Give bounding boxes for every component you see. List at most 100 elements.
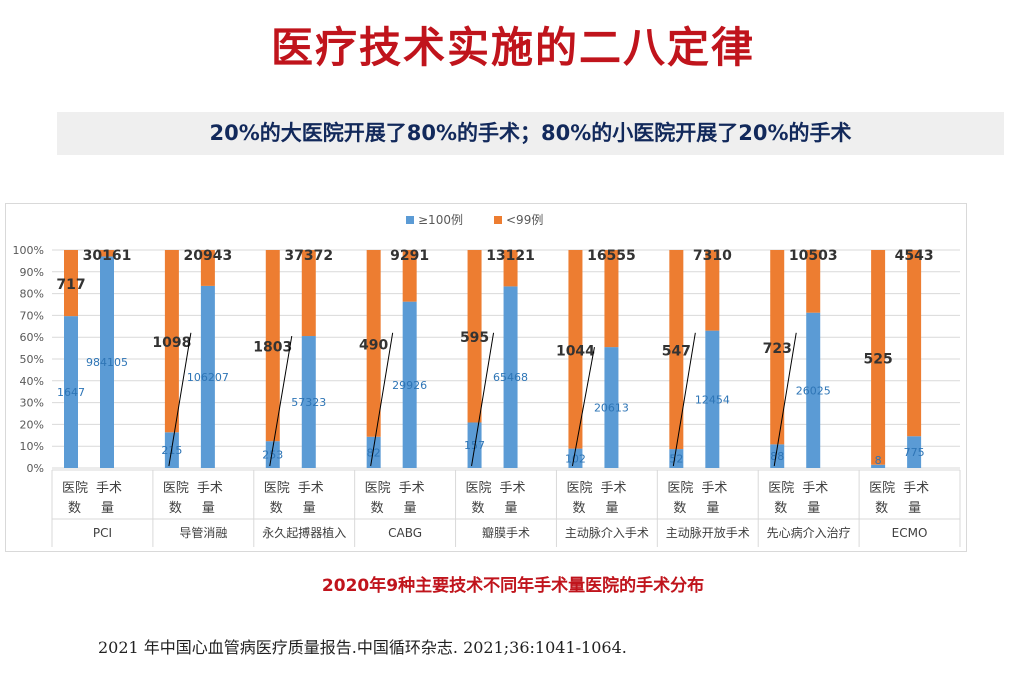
bar-category-label: 手术 (197, 481, 223, 496)
bar-category-label: 量 (706, 501, 719, 516)
data-label-large: 8 (875, 454, 882, 467)
bar-segment-small (503, 250, 518, 287)
bar-category-label: 数 (774, 501, 787, 516)
bar-segment-large (200, 285, 215, 468)
bar-segment-small (705, 250, 720, 331)
data-label-large: 26025 (796, 384, 831, 397)
data-label-small: 4543 (895, 248, 934, 264)
data-label-large: 106207 (187, 371, 229, 384)
bar-category-label: 数 (572, 501, 585, 516)
legend-label: ≥100例 (418, 213, 463, 227)
bar-segment-large (907, 436, 922, 468)
data-label-small: 1098 (152, 335, 191, 351)
data-label-small: 7310 (693, 248, 732, 264)
bar-segment-small (907, 250, 922, 437)
bar-segment-large (366, 436, 381, 468)
y-tick-label: 60% (20, 331, 44, 344)
bar-segment-small (402, 250, 417, 302)
category-label: 主动脉开放手术 (666, 525, 750, 540)
data-label-large: 20613 (594, 402, 629, 415)
bar-category-label: 量 (807, 501, 820, 516)
bar-segment-large (503, 286, 518, 468)
legend-swatch-orange (494, 216, 502, 224)
y-tick-label: 90% (20, 266, 44, 279)
data-label-large: 82 (367, 446, 381, 459)
bar-segment-small (806, 250, 821, 313)
bar-segment-small (669, 250, 684, 450)
bar-segment-large (301, 336, 316, 468)
chart-caption: 2020年9种主要技术不同年手术量医院的手术分布 (321, 576, 705, 596)
category-label: 导管消融 (179, 525, 227, 540)
bar-category-label: 量 (908, 501, 921, 516)
bar-segment-large (705, 330, 720, 468)
bar-segment-small (366, 250, 381, 437)
bar-segment-large (100, 256, 114, 468)
y-tick-label: 40% (20, 375, 44, 388)
annotation-line (168, 332, 192, 467)
data-label-large: 775 (904, 446, 925, 459)
bar-segment-small (604, 250, 619, 348)
bar-segment-large (402, 301, 417, 468)
data-label-small: 525 (863, 351, 892, 367)
data-label-large: 29926 (392, 379, 427, 392)
data-label-small: 547 (662, 344, 691, 360)
data-label-large: 102 (565, 452, 586, 465)
y-tick-label: 0% (27, 462, 44, 475)
bar-segment-large (806, 312, 821, 468)
data-label-large: 57323 (291, 396, 326, 409)
bar-segment-small (164, 250, 179, 433)
annotation-line (471, 332, 495, 467)
bar-segment-small (200, 250, 215, 286)
data-label-small: 37372 (284, 248, 333, 264)
category-label: 永久起搏器植入 (262, 525, 346, 540)
category-label: 主动脉介入手术 (565, 525, 649, 540)
bar-category-label: 医院 (466, 481, 492, 496)
data-label-small: 595 (460, 330, 489, 346)
bar-category-label: 医院 (365, 481, 391, 496)
category-label: CABG (388, 526, 422, 540)
bar-segment-small (467, 250, 482, 423)
bar-category-label: 量 (202, 501, 215, 516)
bar-category-label: 数 (270, 501, 283, 516)
bar-category-label: 医院 (869, 481, 895, 496)
bar-category-label: 手术 (96, 481, 122, 496)
bar-category-label: 量 (605, 501, 618, 516)
bar-category-label: 手术 (298, 481, 324, 496)
data-label-small: 490 (359, 337, 388, 353)
bar-category-label: 医院 (566, 481, 592, 496)
bar-segment-small (301, 250, 316, 337)
annotation-line (672, 332, 696, 467)
y-tick-label: 20% (20, 418, 44, 431)
bar-category-label: 医院 (264, 481, 290, 496)
citation: 2021 年中国心血管病医疗质量报告.中国循环杂志. 2021;36:1041-… (98, 638, 627, 657)
bar-category-label: 医院 (768, 481, 794, 496)
category-label: PCI (93, 526, 112, 540)
legend-label: <99例 (506, 213, 543, 227)
data-label-small: 717 (56, 277, 85, 293)
y-tick-label: 80% (20, 288, 44, 301)
data-label-large: 65468 (493, 371, 528, 384)
bar-segment-small (64, 250, 78, 317)
bar-category-label: 数 (875, 501, 888, 516)
bar-segment-large (871, 464, 886, 468)
bar-segment-large (64, 316, 78, 468)
category-label: 瓣膜手术 (482, 526, 530, 540)
data-label-small: 9291 (390, 248, 429, 264)
bar-category-label: 数 (673, 501, 686, 516)
bar-category-label: 医院 (62, 481, 88, 496)
bar-category-label: 手术 (500, 481, 526, 496)
annotation-line (571, 347, 595, 467)
y-tick-label: 50% (20, 353, 44, 366)
bar-segment-small (265, 250, 280, 442)
y-tick-label: 30% (20, 397, 44, 410)
bar-segment-small (568, 250, 583, 449)
bar-category-label: 量 (303, 501, 316, 516)
bar-segment-large (604, 347, 619, 468)
data-label-small: 30161 (83, 248, 132, 264)
bar-category-label: 手术 (802, 481, 828, 496)
bar-category-label: 量 (404, 501, 417, 516)
bar-category-label: 手术 (399, 481, 425, 496)
bar-category-label: 数 (472, 501, 485, 516)
data-label-small: 16555 (587, 248, 636, 264)
bar-segment-small (871, 250, 886, 465)
